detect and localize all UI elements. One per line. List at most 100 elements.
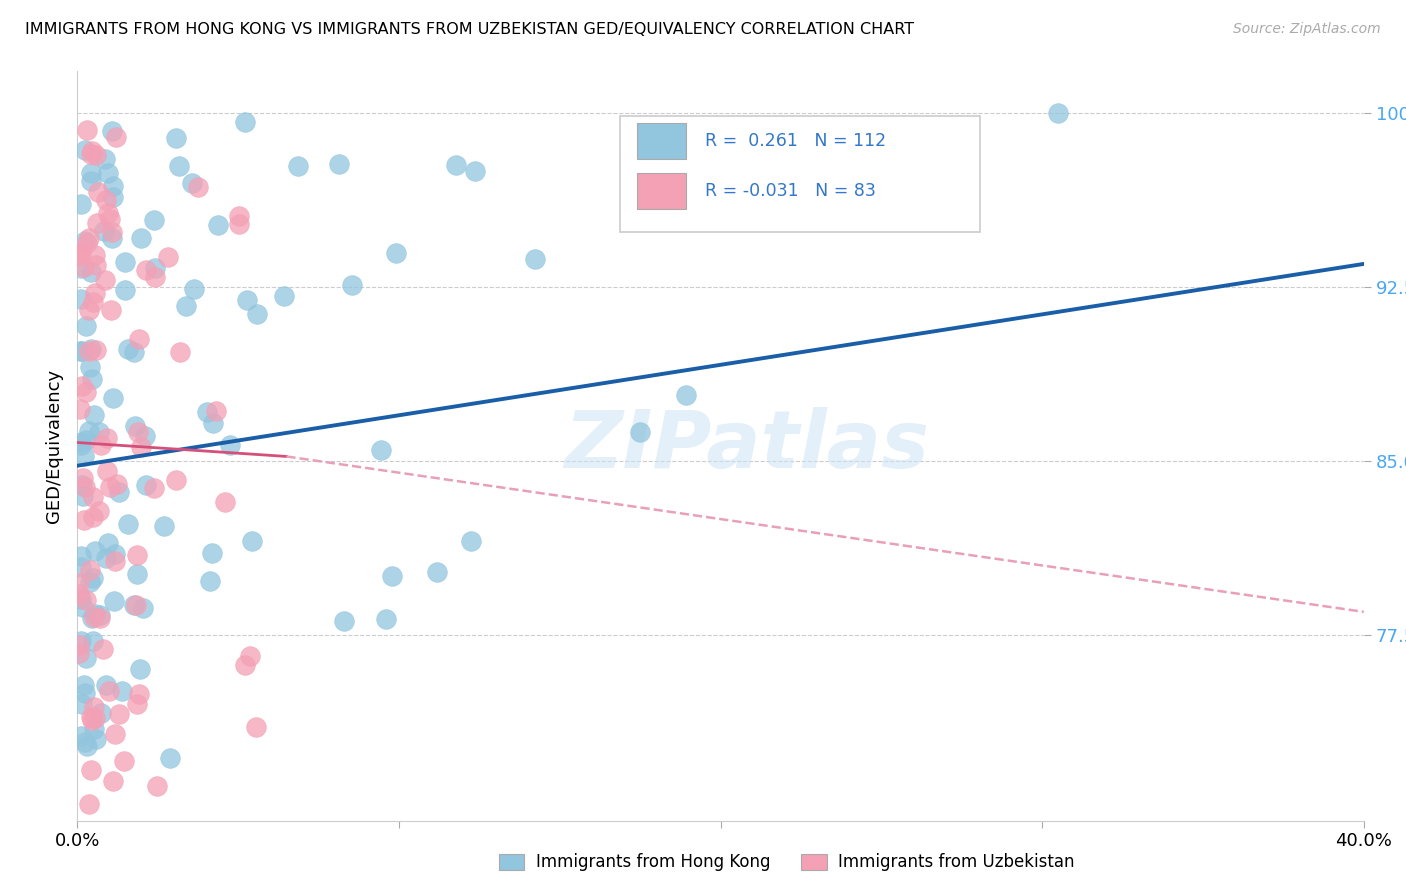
Point: [464, 163, 486, 178]
Y-axis label: GED/Equivalency: GED/Equivalency: [45, 369, 63, 523]
Point: [101, 124, 124, 138]
Point: [146, 779, 169, 793]
Point: [75, 735, 97, 749]
Point: [73, 449, 96, 463]
Point: [681, 169, 703, 183]
Point: [96, 431, 118, 445]
Point: [235, 293, 257, 308]
Point: [82, 571, 104, 585]
Point: [86, 343, 108, 358]
Point: [69, 434, 91, 449]
Point: [70, 697, 93, 711]
Point: [117, 516, 139, 531]
Point: [83, 609, 105, 624]
Point: [169, 344, 191, 359]
Point: [80, 173, 103, 187]
Point: [91, 641, 114, 656]
Point: [101, 226, 124, 240]
Point: [273, 289, 295, 303]
Point: [86, 148, 108, 162]
Point: [662, 211, 685, 226]
Point: [125, 697, 148, 711]
Point: [79, 574, 101, 589]
Point: [125, 598, 148, 612]
Point: [94, 193, 117, 207]
Point: [328, 157, 350, 171]
Point: [94, 273, 117, 287]
Point: [1047, 106, 1070, 120]
Point: [122, 345, 145, 359]
Point: [82, 509, 104, 524]
Point: [73, 678, 96, 692]
Point: [105, 130, 128, 145]
Point: [75, 685, 97, 699]
Point: [94, 678, 117, 692]
Point: [675, 388, 697, 402]
Text: Immigrants from Uzbekistan: Immigrants from Uzbekistan: [838, 853, 1074, 871]
Text: ZIPatlas: ZIPatlas: [564, 407, 929, 485]
Point: [75, 319, 97, 334]
Point: [207, 219, 229, 233]
Point: [181, 176, 204, 190]
Point: [167, 159, 190, 173]
Point: [77, 424, 100, 438]
Point: [628, 425, 651, 439]
Point: [69, 196, 91, 211]
Point: [76, 236, 98, 251]
Text: Source: ZipAtlas.com: Source: ZipAtlas.com: [1233, 22, 1381, 37]
Point: [75, 384, 97, 399]
Point: [69, 438, 91, 452]
Text: Immigrants from Hong Kong: Immigrants from Hong Kong: [536, 853, 770, 871]
Point: [84, 544, 107, 558]
Point: [72, 478, 94, 492]
Point: [89, 607, 111, 622]
Point: [80, 146, 103, 161]
Point: [72, 471, 94, 485]
Point: [100, 302, 122, 317]
Point: [108, 484, 131, 499]
Point: [135, 478, 157, 492]
Point: [90, 438, 112, 452]
Point: [70, 549, 93, 563]
Point: [80, 611, 103, 625]
Point: [135, 262, 157, 277]
Point: [84, 711, 107, 725]
Point: [89, 425, 111, 440]
Point: [104, 553, 127, 567]
Point: [94, 551, 117, 566]
Point: [86, 216, 108, 230]
Point: [72, 600, 94, 615]
Point: [128, 661, 150, 675]
Point: [201, 416, 224, 430]
Point: [73, 234, 96, 248]
Point: [114, 255, 136, 269]
Point: [125, 548, 148, 562]
Point: [101, 179, 124, 194]
Point: [69, 729, 91, 743]
Point: [460, 533, 482, 548]
Point: [174, 299, 197, 313]
FancyBboxPatch shape: [637, 173, 686, 210]
Point: [200, 574, 222, 588]
Point: [70, 592, 93, 607]
Point: [228, 209, 250, 223]
Point: [114, 283, 136, 297]
Point: [75, 480, 97, 494]
Point: [183, 282, 205, 296]
Point: [87, 185, 110, 199]
FancyBboxPatch shape: [620, 116, 980, 233]
Point: [239, 649, 262, 664]
Point: [79, 302, 101, 317]
Point: [84, 607, 107, 621]
Point: [70, 244, 93, 259]
Point: [370, 443, 392, 458]
Point: [72, 513, 94, 527]
Point: [104, 547, 127, 561]
Point: [143, 482, 166, 496]
Point: [76, 739, 98, 753]
Point: [233, 115, 256, 129]
Point: [201, 546, 224, 560]
Point: [69, 560, 91, 574]
Point: [80, 372, 103, 386]
FancyBboxPatch shape: [637, 123, 686, 159]
